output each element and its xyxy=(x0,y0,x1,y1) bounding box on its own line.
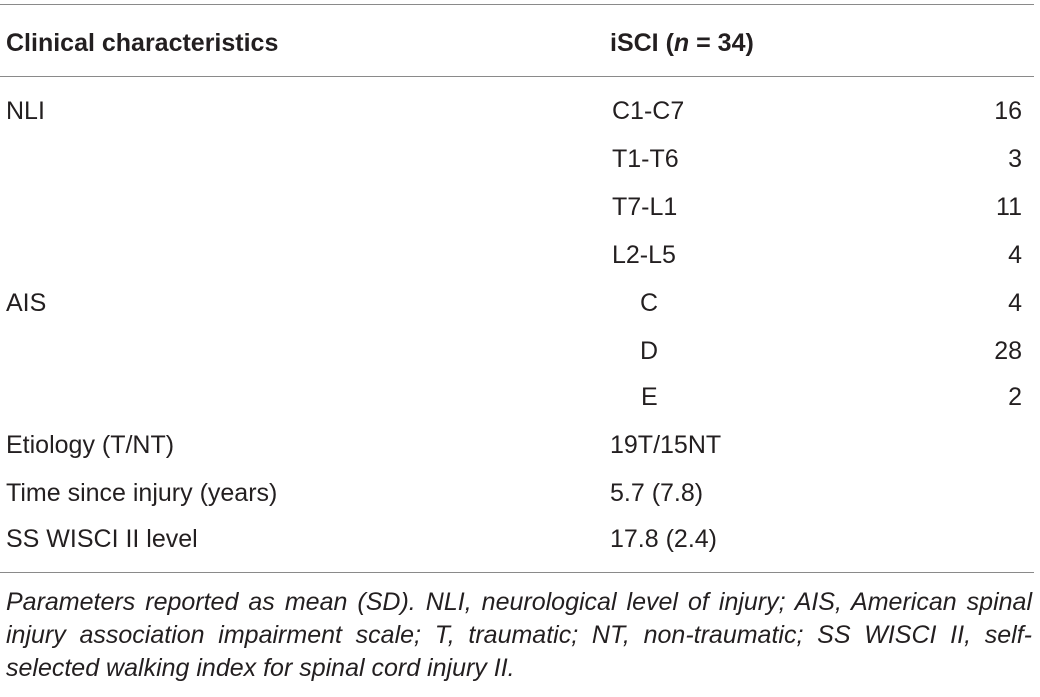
row-subcategory: L2-L5 xyxy=(612,241,676,269)
row-subcategory: T1-T6 xyxy=(612,145,679,173)
row-count: 2 xyxy=(1008,383,1022,411)
header-clinical-characteristics: Clinical characteristics xyxy=(6,29,279,57)
table-bottom-rule xyxy=(0,572,1034,573)
table-footnote: Parameters reported as mean (SD). NLI, n… xyxy=(6,588,1032,682)
row-subcategory: D xyxy=(640,337,659,365)
row-value: 17.8 (2.4) xyxy=(610,525,718,553)
row-count: 16 xyxy=(994,97,1022,125)
table-top-rule xyxy=(0,4,1034,5)
row-label: AIS xyxy=(6,289,47,317)
row-count: 4 xyxy=(1008,289,1022,317)
row-label: NLI xyxy=(6,97,45,125)
header-isci: iSCI (n = 34) xyxy=(610,29,754,57)
row-label: Etiology (T/NT) xyxy=(6,431,175,459)
row-subcategory: C xyxy=(640,289,659,317)
row-subcategory: C1-C7 xyxy=(612,97,685,125)
row-label: Time since injury (years) xyxy=(6,479,278,507)
row-count: 11 xyxy=(996,193,1022,221)
row-count: 4 xyxy=(1008,241,1022,269)
row-label: SS WISCI II level xyxy=(6,525,198,553)
row-count: 28 xyxy=(994,337,1022,365)
row-subcategory: E xyxy=(641,383,658,411)
header-bottom-rule xyxy=(0,76,1034,77)
row-count: 3 xyxy=(1008,145,1022,173)
row-subcategory: T7-L1 xyxy=(612,193,678,221)
row-value: 5.7 (7.8) xyxy=(610,479,704,507)
row-value: 19T/15NT xyxy=(610,431,722,459)
